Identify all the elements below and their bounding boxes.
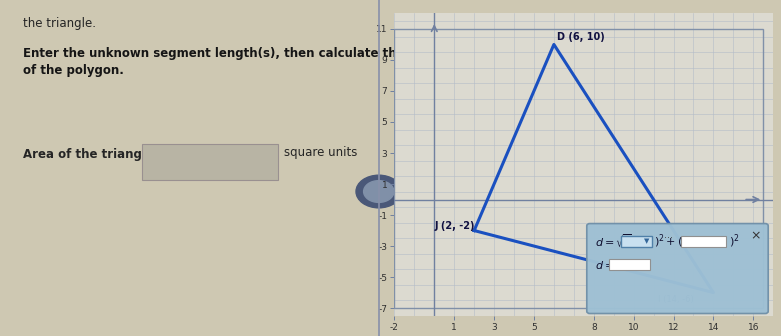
Text: I (14, -6): I (14, -6) [658,295,694,304]
Text: ...: ... [664,230,673,240]
Text: ▼: ▼ [644,239,649,244]
Text: $d =$: $d =$ [595,259,614,271]
Text: square units: square units [284,146,358,159]
Text: J (2, -2): J (2, -2) [434,221,475,231]
Circle shape [356,175,401,208]
FancyBboxPatch shape [681,236,726,247]
Text: Enter the unknown segment length(s), then calculate the area
of the polygon.: Enter the unknown segment length(s), the… [23,47,438,77]
Text: $)^2 + ($: $)^2 + ($ [654,233,683,250]
FancyBboxPatch shape [142,144,278,180]
FancyBboxPatch shape [621,236,652,247]
Text: the triangle.: the triangle. [23,17,96,30]
Circle shape [364,181,394,202]
Text: ×: × [751,229,761,242]
FancyBboxPatch shape [609,259,650,270]
FancyBboxPatch shape [587,223,769,313]
Text: $d = \sqrt{(}$: $d = \sqrt{(}$ [595,233,632,250]
Text: $)^2$: $)^2$ [729,233,740,250]
Text: D (6, 10): D (6, 10) [557,32,604,42]
Text: Area of the triangle:: Area of the triangle: [23,148,159,161]
